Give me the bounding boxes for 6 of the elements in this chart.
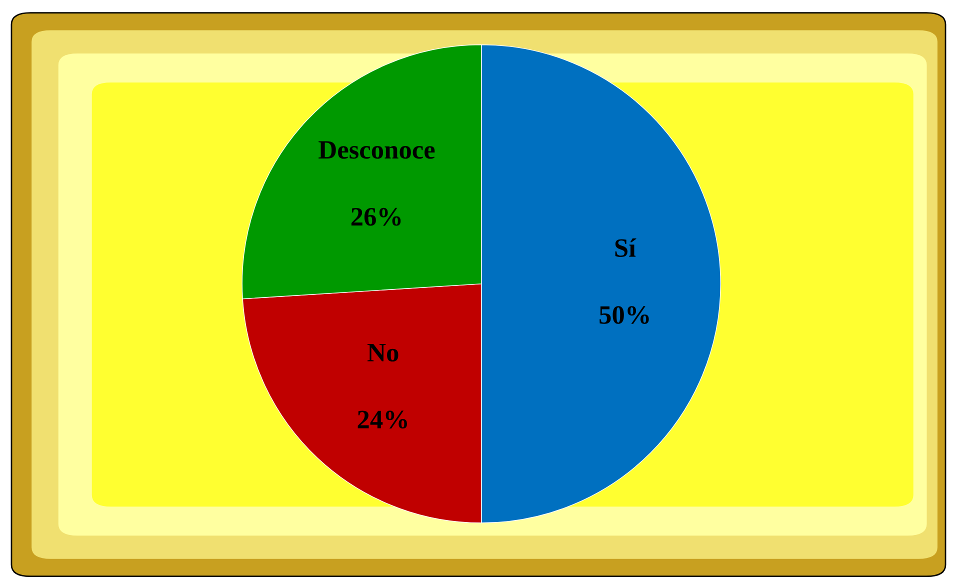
slice-label: Desconoce — [318, 141, 435, 159]
data-label: 26% — [351, 208, 401, 226]
slice-label: Sí — [615, 238, 636, 257]
data-label: 50% — [600, 306, 649, 324]
data-label: 24% — [358, 410, 408, 429]
slice-label: No — [367, 344, 398, 362]
